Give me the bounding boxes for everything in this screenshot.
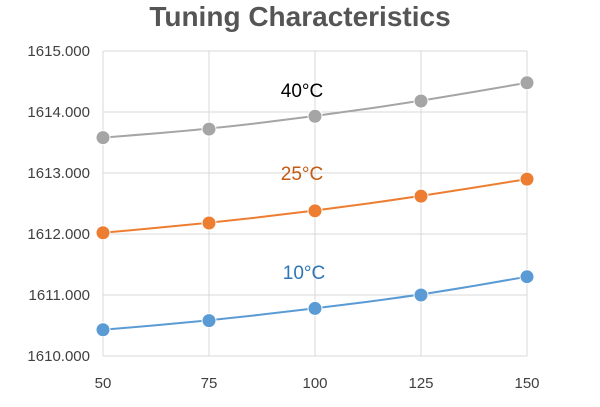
data-point	[201, 313, 217, 329]
y-tick-label: 1610.000	[27, 348, 90, 365]
y-tick-label: 1614.000	[27, 104, 90, 121]
data-point	[307, 108, 323, 124]
y-tick-label: 1611.000	[29, 287, 90, 304]
data-point	[95, 322, 111, 338]
data-point	[519, 75, 535, 91]
data-point	[519, 269, 535, 285]
data-point	[307, 203, 323, 219]
data-point	[95, 130, 111, 146]
x-tick-label: 100	[302, 375, 327, 392]
data-point	[413, 287, 429, 303]
data-point	[519, 171, 535, 187]
data-point	[413, 93, 429, 109]
x-tick-label: 150	[514, 375, 539, 392]
data-point	[201, 215, 217, 231]
series-label: 40°C	[281, 81, 323, 102]
series-label: 10°C	[283, 263, 325, 284]
x-tick-label: 75	[201, 375, 218, 392]
data-point	[413, 188, 429, 204]
x-tick-label: 125	[408, 375, 433, 392]
series-label: 25°C	[281, 164, 323, 185]
data-point	[95, 225, 111, 241]
y-tick-label: 1615.000	[27, 43, 90, 60]
y-tick-label: 1612.000	[27, 226, 90, 243]
chart-title: Tuning Characteristics	[149, 1, 451, 32]
data-point	[307, 300, 323, 316]
data-point	[201, 121, 217, 137]
y-tick-label: 1613.000	[27, 165, 90, 182]
x-tick-label: 50	[95, 375, 112, 392]
